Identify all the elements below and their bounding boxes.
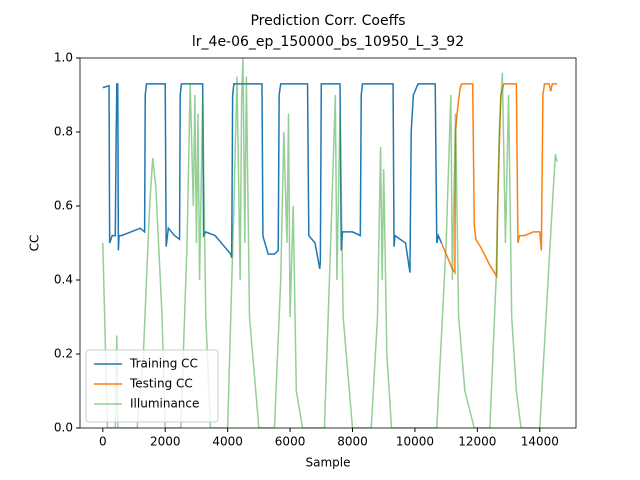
x-tick-label: 8000 xyxy=(337,435,368,449)
y-tick-label: 1.0 xyxy=(54,51,73,65)
y-tick-label: 0.4 xyxy=(54,273,73,287)
x-tick-label: 10000 xyxy=(396,435,434,449)
y-tick-label: 0.2 xyxy=(54,347,73,361)
y-tick-label: 0.8 xyxy=(54,125,73,139)
series-line xyxy=(102,83,443,273)
legend-label: Training CC xyxy=(129,357,198,371)
legend-label: Illuminance xyxy=(130,397,199,411)
y-axis-label: CC xyxy=(28,235,42,252)
x-tick-label: 12000 xyxy=(458,435,496,449)
y-tick-label: 0.0 xyxy=(54,421,73,435)
chart-subtitle: lr_4e-06_ep_150000_bs_10950_L_3_92 xyxy=(192,34,464,50)
plot-frame xyxy=(79,57,577,429)
x-tick-label: 14000 xyxy=(521,435,559,449)
legend-label: Testing CC xyxy=(129,377,193,391)
x-tick-label: 0 xyxy=(99,435,107,449)
y-tick-label: 0.6 xyxy=(54,199,73,213)
x-tick-label: 6000 xyxy=(275,435,306,449)
series-line xyxy=(102,58,558,428)
x-tick-label: 4000 xyxy=(212,435,243,449)
x-axis-label: Sample xyxy=(306,456,351,470)
chart-title: Prediction Corr. Coeffs xyxy=(250,13,405,29)
series-line xyxy=(440,83,557,279)
x-tick-label: 2000 xyxy=(150,435,181,449)
